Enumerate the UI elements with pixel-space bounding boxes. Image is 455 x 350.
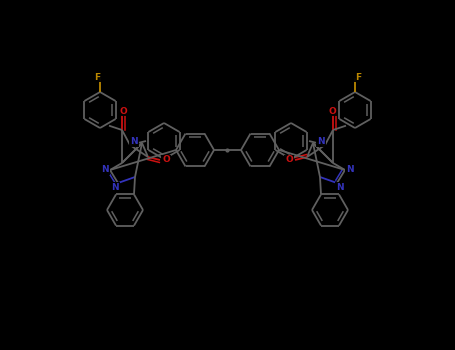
- Text: O: O: [119, 106, 127, 116]
- Text: O: O: [162, 155, 170, 164]
- Text: O: O: [285, 155, 293, 164]
- Text: N: N: [336, 182, 344, 191]
- Text: N: N: [101, 166, 109, 175]
- Text: N: N: [130, 138, 138, 147]
- Text: N: N: [111, 182, 119, 191]
- Text: N: N: [346, 166, 354, 175]
- Text: O: O: [328, 106, 336, 116]
- Text: N: N: [317, 138, 325, 147]
- Text: F: F: [94, 72, 100, 82]
- Text: F: F: [355, 72, 361, 82]
